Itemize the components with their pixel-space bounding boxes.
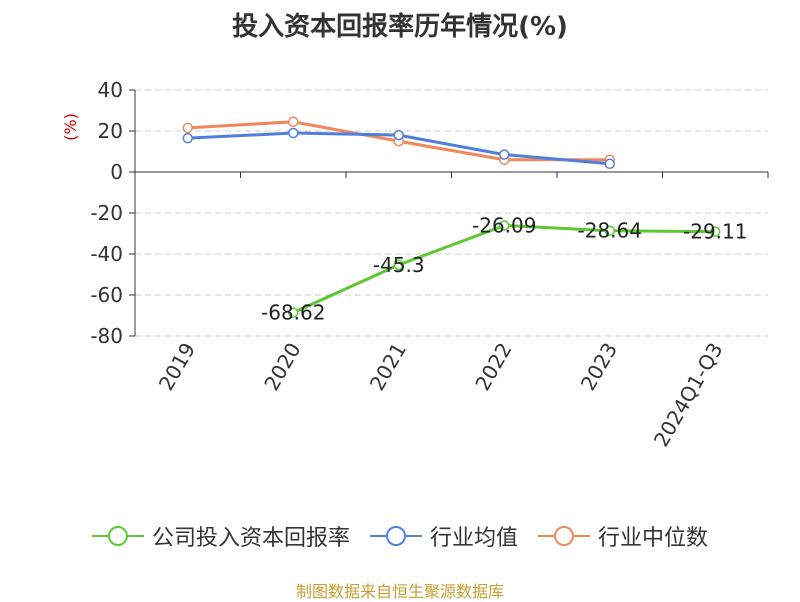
x-tick-label: 2019 [154,339,200,395]
data-label: -26.09 [472,213,536,237]
source-note: 制图数据来自恒生聚源数据库 [295,582,504,601]
data-point[interactable] [499,149,510,160]
data-point[interactable] [710,226,721,237]
grid-lines [135,89,768,337]
data-point[interactable] [288,116,299,128]
legend-label-company: 公司投入资本回报率 [151,526,350,551]
legend-item-company[interactable]: 公司投入资本回报率 [91,520,350,552]
data-point[interactable] [182,132,193,144]
x-tick-label: 2021 [365,339,411,395]
y-tick-label: -80 [90,324,123,348]
data-point[interactable] [288,127,299,139]
data-point[interactable] [393,129,404,141]
x-tick-label: 2023 [576,339,622,395]
data-point[interactable] [604,225,615,236]
data-point[interactable] [182,122,193,134]
x-tick-label: 2022 [470,339,516,395]
legend-swatch-industry-mean [369,526,422,546]
legend-label-industry-median: 行业中位数 [598,526,709,551]
y-tick-label: -60 [90,283,123,307]
legend-swatch-company [91,526,144,546]
data-label: -29.11 [683,220,747,244]
data-label: -28.64 [578,219,642,243]
legend-item-industry-median[interactable]: 行业中位数 [538,520,708,552]
y-tick-label: 20 [98,119,123,143]
series-group: -68.62 -45.3 -26.09 -28.64 -29.11 [182,116,747,325]
y-tick-label: 40 [98,78,123,102]
data-label: -68.62 [261,301,325,325]
data-point[interactable] [499,220,510,231]
x-tick-label: 2024Q1-Q3 [649,339,728,451]
y-axis-label: (%) [61,113,80,141]
chart-title: 投入资本回报率历年情况(%) [232,12,568,42]
x-axis: 2019 2020 2021 2022 2023 2024Q1-Q3 [134,171,769,451]
series-line [292,223,716,315]
data-point[interactable] [604,158,615,170]
legend: 公司投入资本回报率 行业均值 行业中位数 [0,520,800,552]
y-tick-label: -20 [90,201,123,225]
legend-item-industry-mean[interactable]: 行业均值 [369,520,518,552]
y-axis: 40 20 0 -20 -40 -60 -80 [90,78,136,348]
y-tick-label: 0 [110,160,123,184]
y-tick-label: -40 [90,242,123,266]
x-tick-label: 2020 [259,339,305,395]
data-label: -45.3 [373,253,425,277]
data-point[interactable] [393,259,404,271]
legend-swatch-industry-median [538,526,590,546]
legend-label-industry-mean: 行业均值 [429,526,518,551]
data-point[interactable] [288,307,299,318]
